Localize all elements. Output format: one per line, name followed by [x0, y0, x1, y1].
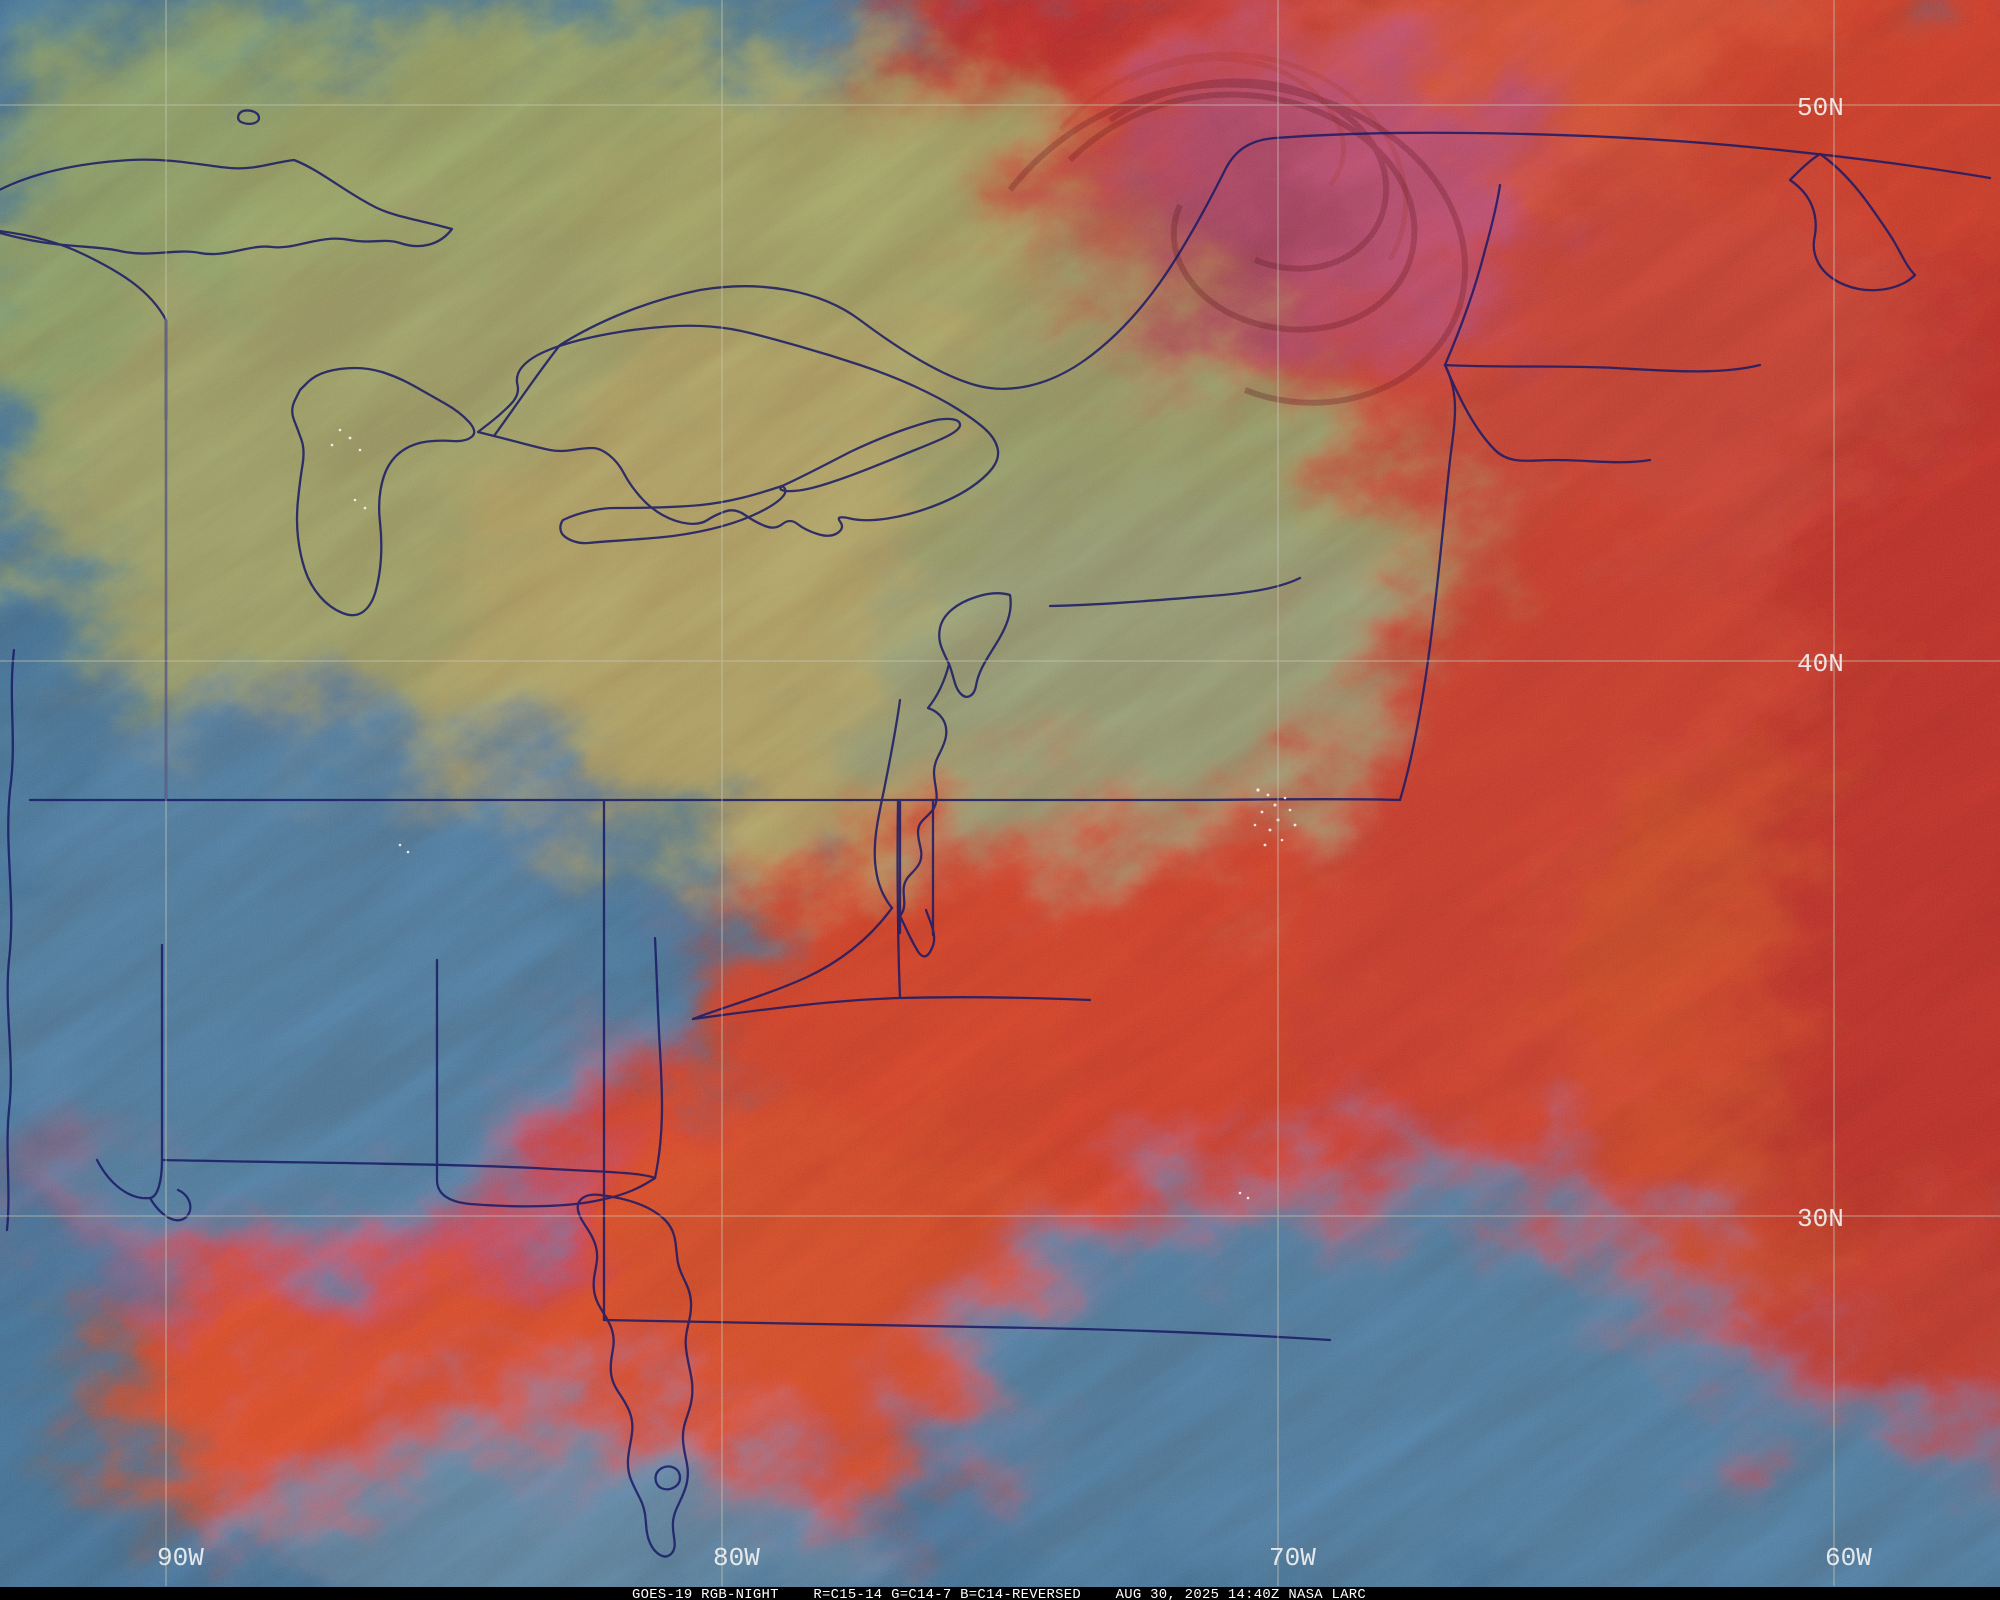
svg-text:GOES-19 RGB-NIGHT R=C15-14: GOES-19 RGB-NIGHT R=C15-14 G=C14-7 B=C14… — [632, 1587, 1366, 1600]
svg-text:60W: 60W — [1825, 1543, 1872, 1573]
svg-text:50N: 50N — [1797, 93, 1844, 123]
svg-text:40N: 40N — [1797, 649, 1844, 679]
svg-text:90W: 90W — [157, 1543, 204, 1573]
svg-text:30N: 30N — [1797, 1204, 1844, 1234]
svg-text:80W: 80W — [713, 1543, 760, 1573]
svg-text:70W: 70W — [1269, 1543, 1316, 1573]
